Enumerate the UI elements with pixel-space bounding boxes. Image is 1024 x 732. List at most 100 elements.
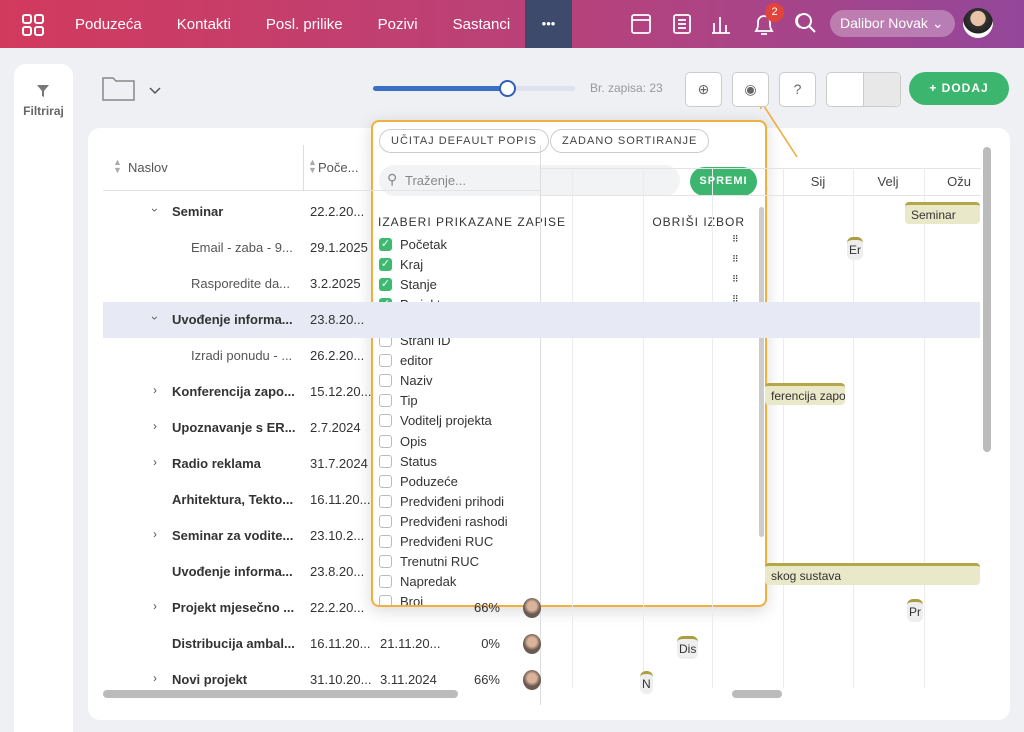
column-header[interactable]: Naslov <box>128 160 168 175</box>
nav-items: Poduzeća Kontakti Posl. prilike Pozivi Sasta… <box>75 0 510 48</box>
toolbar-button[interactable]: ? <box>779 72 816 107</box>
gantt-month: Sij <box>810 174 826 189</box>
row-toggle[interactable]: › <box>153 671 157 685</box>
checkbox[interactable] <box>379 595 392 605</box>
toolbar-button[interactable]: ⊕ <box>685 72 722 107</box>
toolbar-button[interactable]: ◉ <box>732 72 769 107</box>
user-avatar[interactable] <box>963 8 993 38</box>
row-title[interactable]: Rasporedite da... <box>191 276 291 291</box>
row-title[interactable]: Uvođenje informa... <box>172 564 293 579</box>
row-title[interactable]: Radio reklama <box>172 456 261 471</box>
checkbox[interactable] <box>379 535 392 548</box>
gantt-marker: Pr <box>907 599 923 622</box>
row-title[interactable]: Izradi ponudu - ... <box>191 348 293 363</box>
checkbox-checked[interactable]: ✓ <box>379 258 392 271</box>
checkbox[interactable] <box>379 555 392 569</box>
drag-handle[interactable]: ⠿ <box>732 234 739 244</box>
checkbox[interactable] <box>379 575 392 589</box>
row-title[interactable]: Uvođenje informa... <box>172 312 293 327</box>
row-toggle[interactable]: › <box>153 599 157 613</box>
save-button[interactable]: SPREMI <box>690 167 757 196</box>
column-option[interactable]: Poduzeće <box>400 473 458 489</box>
search-icon[interactable] <box>795 12 819 36</box>
scrollbar-h[interactable] <box>103 690 458 698</box>
column-option[interactable]: Kraj <box>400 257 424 272</box>
nav-item[interactable]: Posl. prilike <box>265 15 343 33</box>
row-title[interactable]: Distribucija ambal... <box>172 636 295 651</box>
nav-item[interactable]: Pozivi <box>377 15 418 33</box>
popup-scrollbar[interactable] <box>759 207 764 537</box>
slider-knob[interactable] <box>499 80 516 97</box>
row-title[interactable]: Novi projekt <box>172 672 248 687</box>
checkbox-checked[interactable]: ✓ <box>379 238 392 251</box>
column-header[interactable]: Poče... <box>318 160 359 175</box>
column-option[interactable]: Stanje <box>400 277 437 292</box>
row-toggle[interactable]: › <box>153 527 157 541</box>
column-option[interactable]: Broj <box>400 594 424 607</box>
add-button[interactable]: + DODAJ <box>909 72 1009 105</box>
nav-item[interactable]: Poduzeća <box>75 15 142 33</box>
column-option[interactable]: editor <box>400 353 433 369</box>
search-box[interactable]: Traženje... ⚲ <box>379 165 680 196</box>
gantt-grid-line <box>853 168 854 688</box>
scrollbar-h[interactable] <box>732 690 782 698</box>
column-option[interactable]: Napredak <box>400 574 457 590</box>
row-toggle[interactable]: › <box>148 316 162 320</box>
row-start: 15.12.20... <box>310 384 372 399</box>
user-menu[interactable]: Dalibor Novak ⌄ <box>830 10 955 37</box>
column-option[interactable]: Početak <box>400 237 447 252</box>
filter-icon[interactable] <box>36 84 50 98</box>
view-toggle[interactable] <box>826 72 901 107</box>
row-title[interactable]: Arhitektura, Tekto... <box>172 492 294 507</box>
checkbox[interactable] <box>379 434 392 448</box>
row-start: 22.2.20... <box>310 600 365 615</box>
column-option[interactable]: Voditelj projekta <box>400 413 492 429</box>
column-option[interactable]: Predviđeni prihodi <box>400 493 505 509</box>
clear-selection[interactable]: OBRIŠI IZBOR <box>652 215 745 229</box>
row-toggle[interactable]: › <box>148 208 162 212</box>
checkbox[interactable] <box>379 374 392 388</box>
checkbox[interactable] <box>379 354 392 368</box>
gantt-grid-line <box>783 168 784 688</box>
row-title[interactable]: Projekt mjesečno ... <box>172 600 295 615</box>
drag-handle[interactable]: ⠿ <box>732 294 739 304</box>
header-line <box>103 190 540 191</box>
checkbox[interactable] <box>379 474 392 488</box>
column-option[interactable]: Opis <box>400 433 427 449</box>
row-toggle[interactable]: › <box>153 419 157 433</box>
apps-icon[interactable] <box>22 14 44 36</box>
row-toggle[interactable]: › <box>153 455 157 469</box>
more-tab[interactable]: ••• <box>525 0 572 48</box>
checkbox[interactable] <box>379 394 392 408</box>
slider-track[interactable] <box>373 86 575 91</box>
row-title[interactable]: Upoznavanje s ER... <box>172 420 296 435</box>
row-title[interactable]: Seminar <box>172 204 224 219</box>
column-option[interactable]: Tip <box>400 393 418 409</box>
row-title[interactable]: Email - zaba - 9... <box>191 240 293 255</box>
nav-item[interactable]: Sastanci <box>452 15 511 33</box>
nav-item[interactable]: Kontakti <box>176 15 231 33</box>
default-sort-button[interactable]: ZADANO SORTIRANJE <box>550 129 710 153</box>
checkbox[interactable] <box>379 514 392 528</box>
checkbox[interactable] <box>379 494 392 508</box>
gantt-marker: Er <box>847 237 863 260</box>
row-avatar <box>523 670 541 690</box>
checkbox-checked[interactable]: ✓ <box>379 278 392 291</box>
row-toggle[interactable]: › <box>153 383 157 397</box>
row-title[interactable]: Konferencija zapo... <box>172 384 295 399</box>
folder-dropdown[interactable] <box>102 74 164 102</box>
column-option[interactable]: Predviđeni rashodi <box>400 513 508 529</box>
filter-label[interactable]: Filtriraj <box>23 104 64 118</box>
column-option[interactable]: Predviđeni RUC <box>400 534 494 549</box>
drag-handle[interactable]: ⠿ <box>732 274 739 284</box>
column-option[interactable]: Naziv <box>400 373 433 389</box>
checkbox[interactable] <box>379 414 392 428</box>
row-title[interactable]: Seminar za vodite... <box>172 528 294 543</box>
row-end: 3.11.2024 <box>380 672 437 687</box>
scrollbar-v[interactable] <box>983 147 991 452</box>
load-default-button[interactable]: UČITAJ DEFAULT POPIS <box>379 129 549 153</box>
column-option[interactable]: Status <box>400 453 437 469</box>
column-option[interactable]: Trenutni RUC <box>400 554 479 570</box>
drag-handle[interactable]: ⠿ <box>732 254 739 264</box>
checkbox[interactable] <box>379 454 392 468</box>
